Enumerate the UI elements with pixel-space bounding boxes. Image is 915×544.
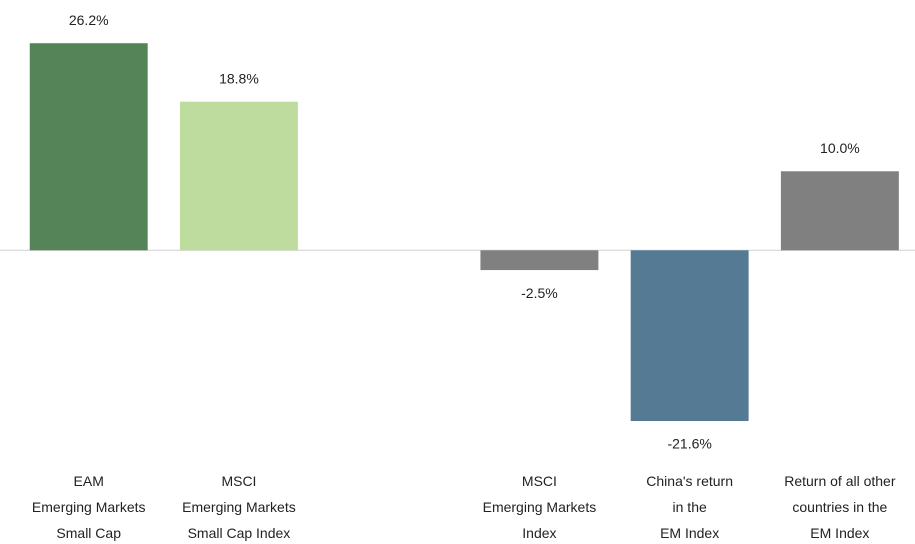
bar [780,171,899,251]
x-tick-label: Return of all other countries in the EM … [784,473,896,541]
bar [630,250,749,422]
x-tick-label: MSCI Emerging Markets Index [482,473,597,541]
x-tick-label: China's return in the EM Index [646,473,733,541]
data-label: 26.2% [69,12,109,28]
bar [480,250,599,271]
data-label: -2.5% [521,285,558,301]
bar [29,43,148,251]
x-tick-label: EAM Emerging Markets Small Cap [31,473,146,541]
data-label: -21.6% [667,436,711,452]
x-tick-label: MSCI Emerging Markets Small Cap Index [182,473,296,541]
bar [179,101,298,251]
data-label: 10.0% [820,140,860,156]
data-label: 18.8% [219,70,259,86]
